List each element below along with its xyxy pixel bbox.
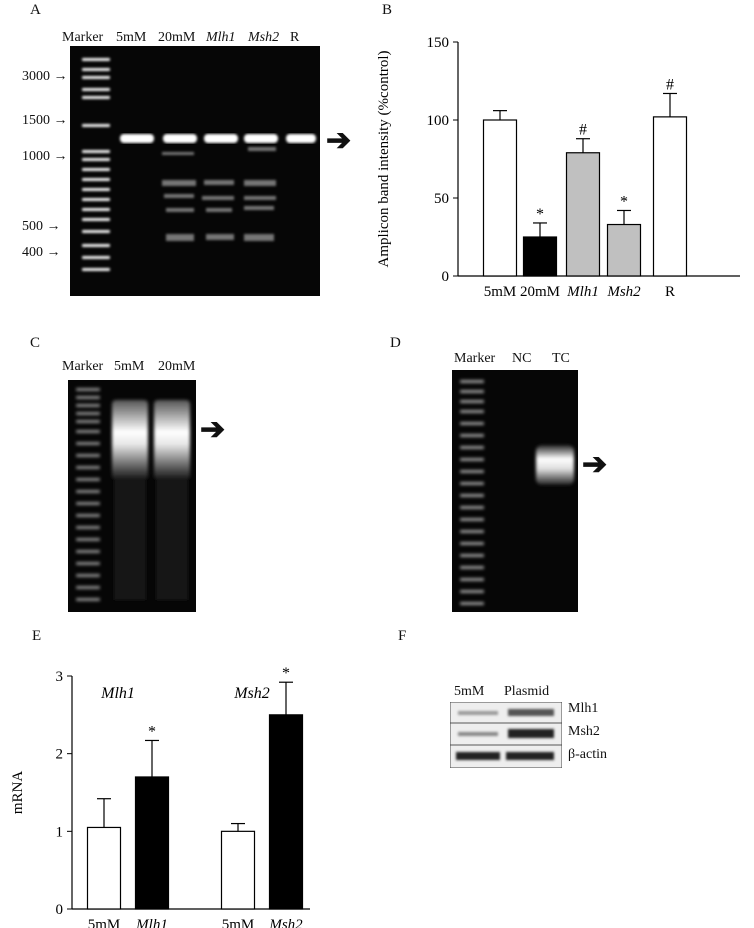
panel-a-lane-label: R [290, 30, 300, 45]
bar [652, 116, 688, 277]
panel-a-size-marker: 1000 → [22, 149, 68, 164]
bar [482, 119, 518, 277]
y-tick-label: 100 [427, 113, 450, 129]
panel-a-gel-image [70, 46, 320, 296]
bar [220, 830, 256, 910]
panel-a-lane-label: 20mM [158, 30, 196, 45]
y-tick-label: 1 [56, 824, 64, 840]
panel-c-lane-label: Marker [62, 359, 104, 374]
bar [522, 236, 558, 277]
panel-f-row-label-beta-actin: β-actin [568, 747, 607, 762]
panel-c-gel-bands [76, 388, 190, 601]
x-tick-label: Mlh1 [135, 917, 168, 928]
panel-a-band-arrow-icon: ➔ [326, 124, 352, 157]
y-axis-label: mRNA [10, 771, 26, 815]
panel-f-blot-bands [449, 701, 563, 769]
panel-a-size-marker: 500 → [22, 219, 61, 234]
panel-d-gel-bands [460, 380, 574, 605]
panel-b-bar-chart: 0 50 100 150 Amplicon band intensity (%contr… [376, 35, 740, 300]
panel-c-gel-image [68, 380, 196, 612]
y-axis-label: Amplicon band intensity (%control) [376, 50, 392, 267]
panel-c-lane-label: 5mM [114, 359, 145, 374]
x-tick-label: Msh2 [268, 917, 303, 928]
panel-a-lane-label: Marker [62, 30, 104, 45]
x-tick-label: 20mM [520, 284, 560, 300]
panel-f-lane-label-5mm: 5mM [454, 684, 485, 699]
panel-d-gel-image [452, 370, 578, 612]
x-tick-label: 5mM [88, 917, 121, 928]
panel-e-bar-chart: 0 1 2 3 mRNA 5mM * Mlh1 5mM * Msh2 Mlh1 Msh2 [10, 665, 310, 928]
panel-f-lane-label-plasmid: Plasmid [504, 684, 550, 699]
panel-e-letter: E [32, 628, 42, 644]
panel-a-size-marker: 400 → [22, 245, 61, 260]
significance-mark: * [620, 193, 628, 210]
significance-mark: # [666, 76, 674, 93]
group-title: Mlh1 [100, 685, 135, 702]
significance-mark: * [148, 723, 156, 740]
panel-a-size-marker: 1500 → [22, 113, 68, 128]
bar [134, 776, 170, 910]
x-tick-label: Mlh1 [566, 284, 599, 300]
panel-d-letter: D [390, 335, 401, 351]
panel-a-gel-bands [82, 58, 316, 271]
bar [565, 152, 601, 277]
panel-a-lane-label: 5mM [116, 30, 147, 45]
y-tick-label: 50 [434, 191, 449, 207]
y-tick-label: 0 [56, 902, 64, 918]
x-tick-label: 5mM [222, 917, 255, 928]
panel-c-band-arrow-icon: ➔ [200, 413, 226, 446]
panel-a-lane-label: Mlh1 [206, 30, 236, 45]
x-tick-label: Msh2 [606, 284, 641, 300]
y-tick-label: 150 [427, 35, 450, 51]
panel-c-letter: C [30, 335, 41, 351]
bar [606, 223, 642, 277]
panel-f-row-label-msh2: Msh2 [568, 724, 600, 739]
bar [268, 714, 304, 910]
y-tick-label: 3 [56, 669, 64, 685]
bar [86, 826, 122, 910]
panel-d-lane-label: TC [552, 351, 570, 366]
y-tick-label: 2 [56, 747, 64, 763]
panel-a-size-marker: 3000 → [22, 69, 68, 84]
panel-a-letter: A [30, 2, 41, 18]
x-tick-label: 5mM [484, 284, 517, 300]
y-tick-label: 0 [442, 269, 450, 285]
panel-c-lane-label: 20mM [158, 359, 196, 374]
panel-d-band-arrow-icon: ➔ [582, 448, 608, 481]
panel-d-lane-label: NC [512, 351, 532, 366]
significance-mark: # [579, 122, 587, 139]
panel-d-lane-label: Marker [454, 351, 496, 366]
panel-f-western-blot-image [449, 701, 563, 769]
panel-b-letter: B [382, 2, 393, 18]
panel-f-row-label-mlh1: Mlh1 [568, 701, 599, 716]
significance-mark: * [282, 665, 290, 682]
group-title: Msh2 [233, 685, 270, 702]
panel-f-letter: F [398, 628, 407, 644]
x-tick-label: R [665, 284, 675, 300]
panel-a-lane-label: Msh2 [248, 30, 280, 45]
significance-mark: * [536, 206, 544, 223]
